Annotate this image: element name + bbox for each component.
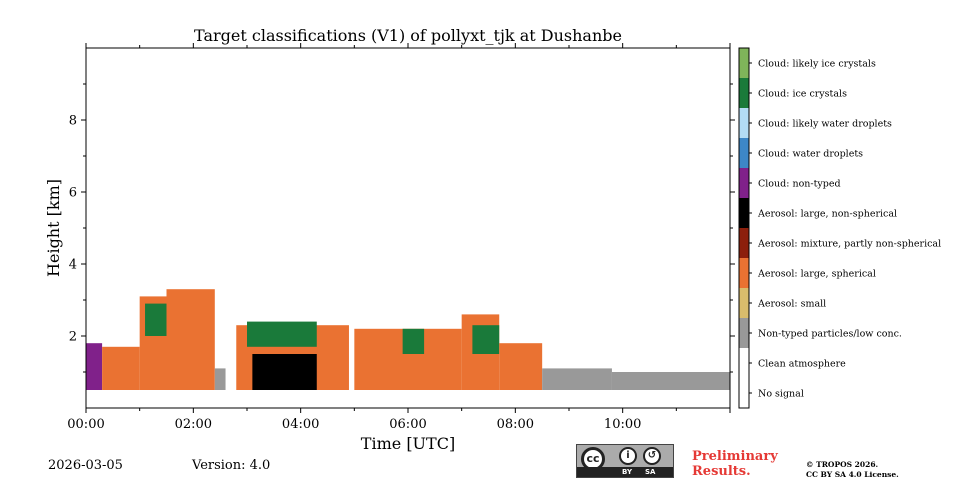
class-segment xyxy=(247,321,317,347)
x-tick-label: 08:00 xyxy=(497,417,534,432)
colorbar-label: Aerosol: mixture, partly non-spherical xyxy=(757,239,941,250)
y-tick-label: 4 xyxy=(69,258,77,273)
footer-version: Version: 4.0 xyxy=(192,458,271,473)
colorbar-swatch xyxy=(739,108,749,138)
x-axis: 00:00 02:00 04:00 06:00 08:00 10:00 xyxy=(67,43,731,432)
copyright-notice: © TROPOS 2026. CC BY SA 4.0 License. xyxy=(806,460,899,480)
colorbar-swatch xyxy=(739,378,749,408)
x-tick-label: 10:00 xyxy=(604,417,641,432)
share-alike-icon: ↺ xyxy=(643,447,661,465)
colorbar-swatch xyxy=(739,168,749,198)
colorbar-swatch xyxy=(739,318,749,348)
y-axis-label: Height [km] xyxy=(44,179,63,277)
colorbar-label: Aerosol: small xyxy=(757,299,826,310)
plot-area xyxy=(86,289,730,390)
x-axis-label: Time [UTC] xyxy=(361,434,455,453)
x-tick-label: 04:00 xyxy=(282,417,319,432)
y-tick-label: 6 xyxy=(69,186,77,201)
class-segment xyxy=(542,368,612,390)
colorbar-swatch xyxy=(739,228,749,258)
colorbar-label: Aerosol: large, non-spherical xyxy=(757,209,897,220)
class-segment xyxy=(166,289,215,390)
colorbar-swatch xyxy=(739,198,749,228)
colorbar-label: Aerosol: large, spherical xyxy=(757,269,876,280)
colorbar-frame xyxy=(738,47,750,409)
chart-title: Target classifications (V1) of pollyxt_t… xyxy=(194,26,622,45)
class-segment xyxy=(327,325,349,390)
colorbar-legend: Cloud: likely ice crystals Cloud: ice cry… xyxy=(738,47,941,409)
class-segment xyxy=(214,368,226,390)
y-tick-label: 8 xyxy=(69,114,77,129)
colorbar-swatch xyxy=(739,78,749,108)
preliminary-notice: Preliminary Results. xyxy=(692,449,778,479)
class-segment xyxy=(102,346,140,390)
class-segment xyxy=(86,343,103,390)
copyright-line-2: CC BY SA 4.0 License. xyxy=(806,470,899,479)
x-tick-label: 06:00 xyxy=(389,417,426,432)
x-tick-label: 02:00 xyxy=(175,417,212,432)
footer-date: 2026-03-05 xyxy=(48,458,123,473)
class-segment xyxy=(611,372,730,390)
colorbar-label: Clean atmosphere xyxy=(758,359,846,370)
license-badge: cc i ↺ BY SA xyxy=(576,444,674,478)
colorbar-swatch xyxy=(739,288,749,318)
colorbar-swatch xyxy=(739,258,749,288)
attribution-icon: i xyxy=(619,447,637,465)
colorbar-swatch xyxy=(739,348,749,378)
colorbar-label: Cloud: likely ice crystals xyxy=(758,59,876,70)
colorbar-label: Cloud: ice crystals xyxy=(758,89,847,100)
preliminary-line-2: Results. xyxy=(692,464,751,479)
y-axis: 2 4 6 8 xyxy=(69,83,735,373)
colorbar-label: Non-typed particles/low conc. xyxy=(758,329,902,340)
license-by-label: BY xyxy=(622,468,633,476)
license-sa-label: SA xyxy=(645,468,656,476)
y-tick-label: 2 xyxy=(69,330,77,345)
preliminary-line-1: Preliminary xyxy=(692,449,778,464)
class-segment xyxy=(252,354,317,390)
colorbar-swatch xyxy=(739,138,749,168)
class-segment xyxy=(499,343,543,390)
copyright-line-1: © TROPOS 2026. xyxy=(806,460,879,469)
class-segment xyxy=(402,328,425,354)
colorbar-label: Cloud: non-typed xyxy=(758,179,841,190)
colorbar-swatch xyxy=(739,48,749,78)
colorbar-label: Cloud: likely water droplets xyxy=(758,119,892,130)
x-tick-label: 00:00 xyxy=(67,417,104,432)
colorbar-label: No signal xyxy=(758,389,804,400)
class-segment xyxy=(472,325,500,354)
colorbar-label: Cloud: water droplets xyxy=(758,149,863,160)
